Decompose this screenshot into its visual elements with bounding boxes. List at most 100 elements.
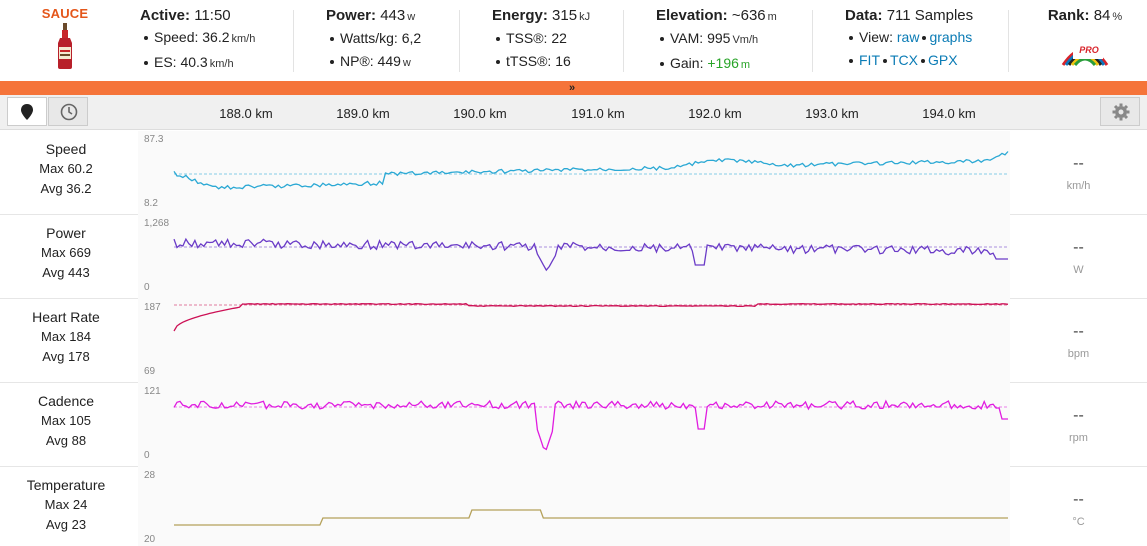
- data-label: Data:: [845, 7, 883, 24]
- stream-row-power: Power Max 669 Avg 443 1,268 0 -- W: [0, 215, 1147, 299]
- stream-chart[interactable]: 121 0: [138, 383, 1010, 467]
- stats-header: SAUCE Active: 11:50 Speed: 36.2 km/h ES: …: [0, 0, 1147, 80]
- stream-trace: [173, 302, 1009, 332]
- stream-chart[interactable]: 1,268 0: [138, 215, 1010, 299]
- x-axis-tick: 188.0 km: [219, 106, 273, 121]
- header-divider: [459, 10, 460, 72]
- header-divider: [812, 10, 813, 72]
- export-tcx-link[interactable]: TCX: [890, 52, 918, 68]
- logo-text: SAUCE: [41, 6, 89, 21]
- stream-trace: [173, 151, 1009, 190]
- stream-max: Max 669: [41, 245, 91, 260]
- elevation-label: Elevation:: [656, 7, 728, 24]
- collapse-bar[interactable]: »: [0, 81, 1147, 95]
- stream-name: Heart Rate: [32, 309, 100, 325]
- current-unit: °C: [1072, 516, 1085, 528]
- settings-button[interactable]: [1100, 97, 1140, 126]
- active-value: 11:50: [194, 7, 231, 24]
- energy-value: 315: [552, 7, 578, 24]
- header-divider: [623, 10, 624, 72]
- stream-chart-svg[interactable]: [138, 215, 1010, 299]
- speed-stat: Speed: 36.2 km/h: [140, 26, 290, 51]
- y-axis-min: 69: [144, 366, 156, 377]
- stream-row-cadence: Cadence Max 105 Avg 88 121 0 -- rpm: [0, 383, 1147, 467]
- stream-label: Cadence Max 105 Avg 88: [0, 391, 132, 451]
- rank-badge-text: PRO: [1079, 45, 1099, 55]
- energy-stats: Energy: 315 kJ TSS®: 22 tTSS®: 16: [492, 6, 622, 74]
- stream-trace: [174, 509, 1008, 526]
- stream-max: Max 24: [44, 497, 88, 512]
- chevron-double-down-icon[interactable]: »: [569, 82, 576, 94]
- stream-chart-svg[interactable]: [138, 131, 1010, 215]
- export-fit-link[interactable]: FIT: [859, 52, 880, 68]
- gain-stat: Gain: +196 m: [656, 52, 806, 77]
- stream-chart-svg[interactable]: [138, 299, 1010, 383]
- watts-kg-stat: Watts/kg: 6,2: [326, 27, 456, 50]
- current-value: --: [1073, 491, 1084, 508]
- view-raw-link[interactable]: raw: [896, 29, 920, 45]
- np-stat: NP®: 449 w: [326, 50, 456, 75]
- current-value: --: [1073, 323, 1084, 340]
- rank-stats: Rank: 84% PRO: [1030, 6, 1140, 71]
- export-links: FIT TCX GPX: [845, 49, 1005, 72]
- stream-chart[interactable]: 28 20: [138, 467, 1010, 546]
- chart-toolbar: 188.0 km 189.0 km 190.0 km 191.0 km 192.0 km…: [0, 95, 1147, 130]
- clock-icon: [60, 103, 78, 121]
- stream-chart[interactable]: 187 69: [138, 299, 1010, 383]
- stream-label: Power Max 669 Avg 443: [0, 223, 132, 283]
- export-gpx-link[interactable]: GPX: [928, 52, 958, 68]
- stream-avg: Avg 443: [42, 265, 90, 280]
- active-stats: Active: 11:50 Speed: 36.2 km/h ES: 40.3 km…: [140, 6, 290, 74]
- stream-avg: Avg 36.2: [40, 181, 92, 196]
- active-label: Active:: [140, 7, 191, 24]
- current-value: --: [1073, 407, 1084, 424]
- stream-row-temp: Temperature Max 24 Avg 23 28 20 -- °C: [0, 467, 1147, 546]
- gear-icon: [1112, 103, 1130, 121]
- ttss-stat: tTSS®: 16: [492, 50, 622, 73]
- uci-pro-badge-icon[interactable]: PRO: [1055, 31, 1115, 71]
- current-unit: W: [1073, 264, 1084, 276]
- stream-current: -- km/h: [1010, 131, 1147, 215]
- distance-mode-button[interactable]: [7, 97, 47, 126]
- view-graphs-link[interactable]: graphs: [929, 29, 973, 45]
- y-axis-max: 1,268: [144, 218, 170, 229]
- stream-label: Temperature Max 24 Avg 23: [0, 475, 132, 535]
- x-axis-tick: 193.0 km: [805, 106, 859, 121]
- stream-chart-svg[interactable]: [138, 383, 1010, 467]
- current-unit: bpm: [1067, 348, 1090, 360]
- gain-value: +196: [707, 55, 739, 71]
- sauce-logo[interactable]: SAUCE: [30, 6, 100, 74]
- stream-trace: [173, 399, 1008, 451]
- stream-chart-svg[interactable]: [138, 467, 1010, 546]
- data-value: 711 Samples: [886, 7, 974, 24]
- stream-current: -- bpm: [1010, 299, 1147, 383]
- elevation-stats: Elevation: ~636 m VAM: 995 Vm/h Gain: +196…: [656, 6, 806, 74]
- x-axis-tick: 191.0 km: [571, 106, 625, 121]
- time-mode-button[interactable]: [48, 97, 88, 126]
- stream-chart[interactable]: 87.3 8.2: [138, 131, 1010, 215]
- power-stats: Power: 443 w Watts/kg: 6,2 NP®: 449 w: [326, 6, 456, 74]
- es-stat: ES: 40.3 km/h: [140, 51, 290, 76]
- header-divider: [293, 10, 294, 72]
- y-axis-max: 121: [144, 386, 161, 397]
- stream-name: Speed: [45, 141, 87, 157]
- y-axis-min: 20: [144, 534, 156, 545]
- y-axis-min: 0: [144, 450, 150, 461]
- y-axis-max: 28: [144, 470, 156, 481]
- map-pin-icon: [21, 104, 33, 120]
- elevation-value: ~636: [731, 7, 766, 24]
- stream-label: Speed Max 60.2 Avg 36.2: [0, 139, 132, 199]
- sauce-bottle-icon: [30, 23, 100, 74]
- stream-current: -- °C: [1010, 467, 1147, 546]
- stream-max: Max 105: [41, 413, 91, 428]
- power-value: 443: [380, 7, 406, 24]
- tss-stat: TSS®: 22: [492, 27, 622, 50]
- x-axis-tick: 190.0 km: [453, 106, 507, 121]
- stream-label: Heart Rate Max 184 Avg 178: [0, 307, 132, 367]
- y-axis-max: 187: [144, 302, 161, 313]
- stream-avg: Avg 23: [45, 517, 87, 532]
- x-axis-tick: 192.0 km: [688, 106, 742, 121]
- stream-max: Max 60.2: [39, 161, 93, 176]
- stream-row-speed: Speed Max 60.2 Avg 36.2 87.3 8.2 -- km/h: [0, 131, 1147, 215]
